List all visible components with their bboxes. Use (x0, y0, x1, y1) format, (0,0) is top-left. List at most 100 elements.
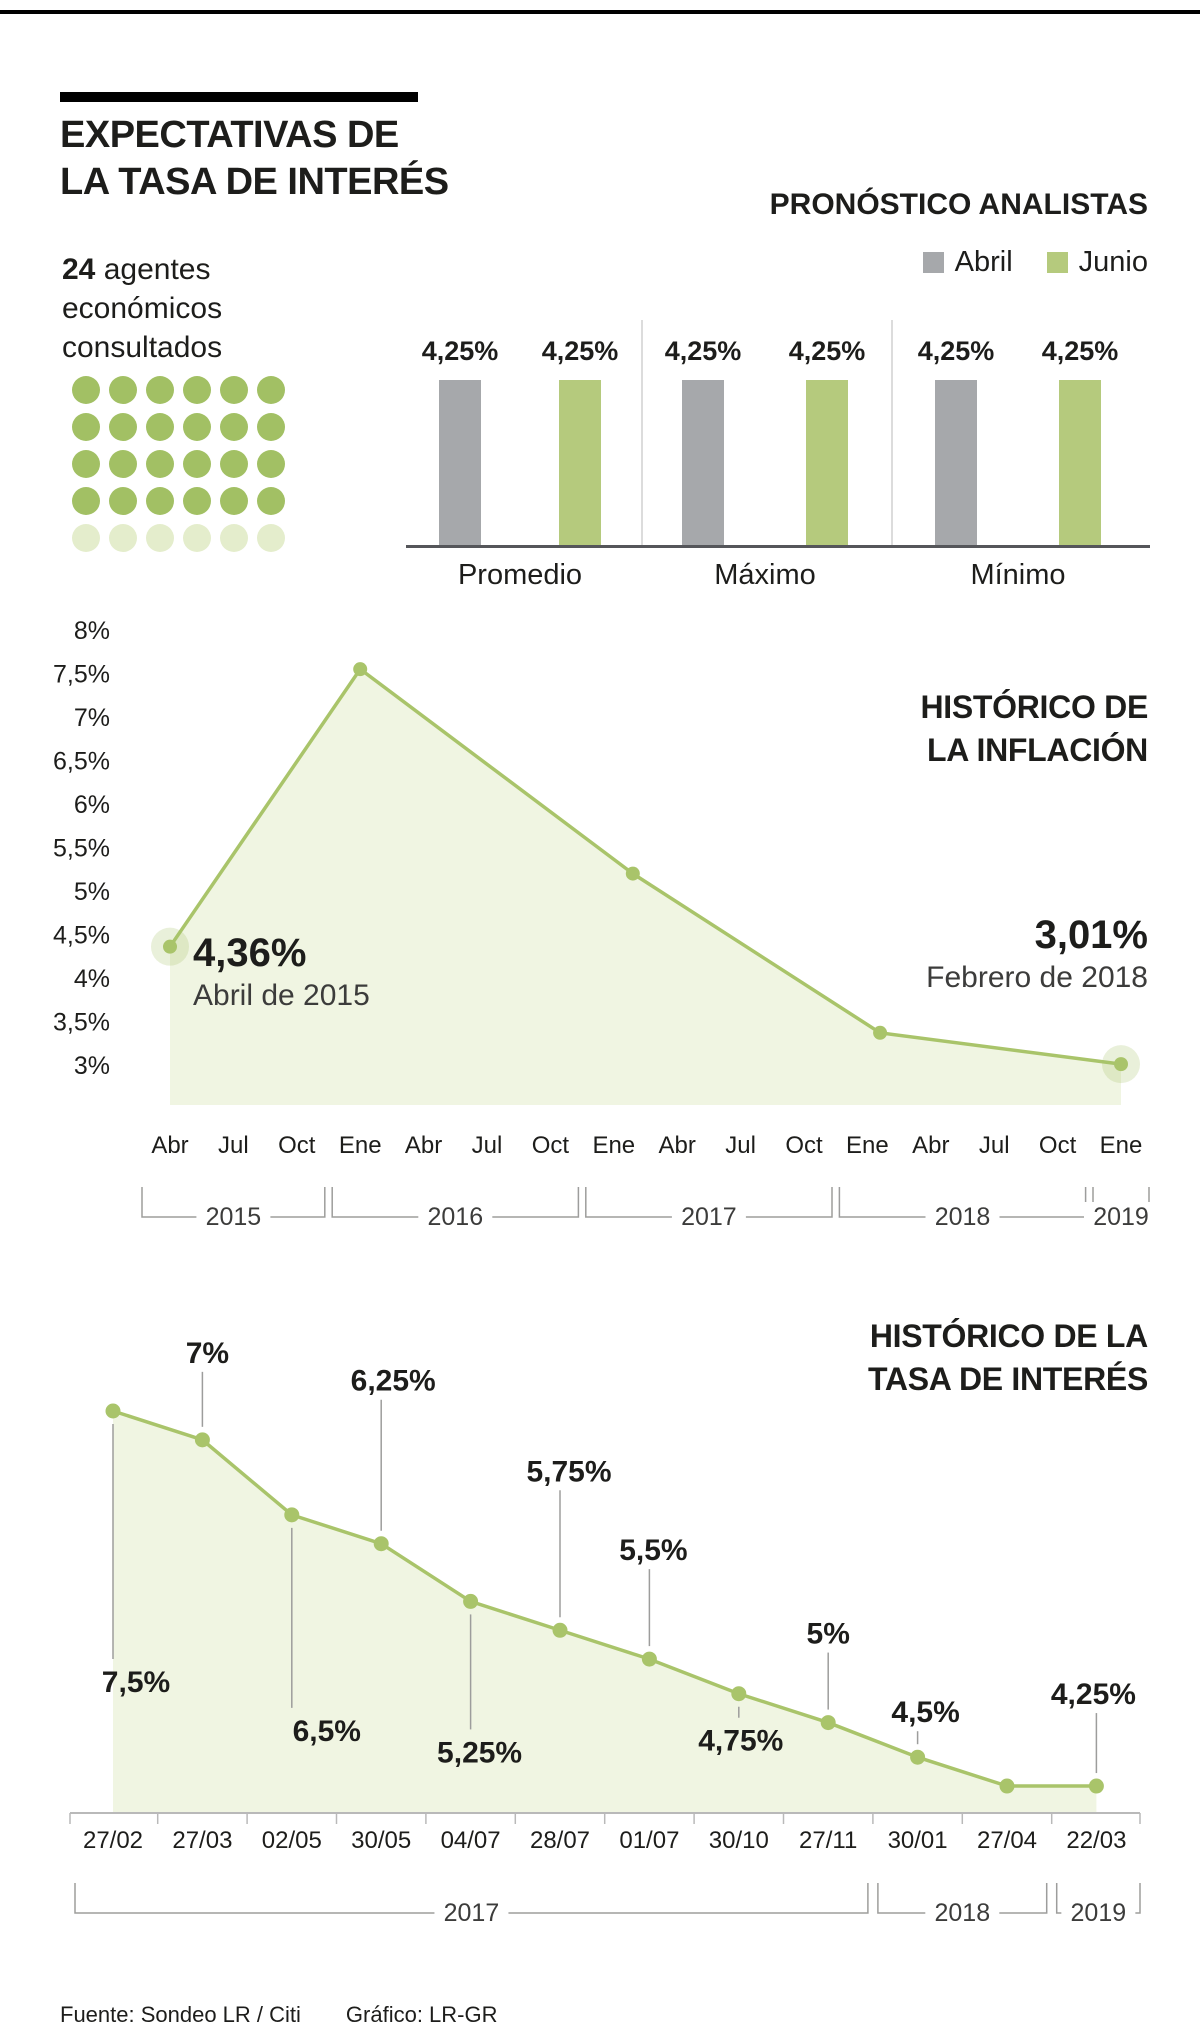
month-label: Ene (592, 1132, 635, 1159)
rate-title-line2: TASA DE INTERÉS (868, 1361, 1148, 1397)
month-label: Oct (785, 1132, 823, 1159)
annotation-caption: Febrero de 2018 (926, 961, 1148, 994)
date-label: 30/05 (351, 1827, 411, 1854)
data-point (105, 1403, 121, 1419)
data-point (463, 1593, 479, 1609)
data-point (1114, 1057, 1128, 1072)
graphic-credit: Gráfico: LR-GR (345, 2002, 498, 2027)
year-label-bg (671, 1202, 746, 1232)
agent-dot (72, 524, 100, 552)
year-label: 2018 (935, 1203, 991, 1231)
rate-area-fill (113, 1411, 1097, 1813)
agent-dot (183, 524, 211, 552)
agent-dot (109, 524, 137, 552)
bar-value-label: 4,25% (541, 336, 619, 366)
rate-callout: 6,5% (293, 1715, 361, 1748)
year-label-bg (196, 1202, 271, 1232)
bar-junio-promedio (559, 380, 601, 545)
legend-swatch-junio (1046, 252, 1068, 273)
rate-callout: 6,25% (351, 1365, 436, 1398)
agents-count: 24 (62, 253, 96, 286)
date-label: 27/03 (172, 1827, 232, 1854)
data-point (284, 1507, 300, 1523)
rate-callout: 5% (807, 1618, 850, 1651)
y-axis-label: 3,5% (53, 1009, 110, 1037)
year-label: 2018 (934, 1899, 990, 1927)
legend-label-abril: Abril (954, 246, 1013, 278)
y-axis-label: 7% (74, 704, 110, 732)
agent-dot (220, 450, 248, 478)
legend-label-junio: Junio (1078, 246, 1148, 278)
agents-line1-rest: agentes (95, 253, 211, 286)
agent-dot (183, 487, 211, 515)
date-label: 30/10 (709, 1827, 769, 1854)
date-label: 27/02 (83, 1827, 143, 1854)
inflation-title-line2: LA INFLACIÓN (927, 732, 1148, 768)
bar-abril-máximo (682, 380, 724, 545)
month-label: Jul (472, 1132, 503, 1159)
inflation-section-title: HISTÓRICO DE LA INFLACIÓN (920, 686, 1148, 772)
agent-dot (146, 450, 174, 478)
data-point (910, 1749, 926, 1765)
annotation-caption: Abril de 2015 (193, 979, 370, 1012)
year-label: 2017 (681, 1203, 737, 1231)
agents-line3: consultados (62, 331, 223, 364)
date-label: 27/04 (977, 1827, 1037, 1854)
agent-dot (109, 450, 137, 478)
data-point (641, 1651, 657, 1667)
rate-line (112, 1409, 1097, 1788)
category-label: Promedio (457, 559, 583, 591)
legend-item-junio: Junio (1046, 246, 1148, 279)
group-divider (641, 320, 643, 545)
y-axis-label: 4,5% (53, 922, 110, 950)
date-label: 04/07 (441, 1827, 501, 1854)
bar-value-label: 4,25% (917, 336, 995, 366)
page-title: EXPECTATIVAS DE LA TASA DE INTERÉS (60, 112, 449, 206)
top-border-rule (0, 10, 1200, 14)
month-label: Ene (1100, 1132, 1143, 1159)
agent-dot (257, 450, 285, 478)
source-credit: Fuente: Sondeo LR / Citi (60, 2002, 301, 2027)
bar-abril-promedio (439, 380, 481, 545)
agent-dot (183, 450, 211, 478)
agent-dot (72, 450, 100, 478)
rate-title-line1: HISTÓRICO DE LA (869, 1318, 1148, 1354)
bar-value-label: 4,25% (421, 336, 499, 366)
rate-callout: 4,25% (1051, 1678, 1136, 1711)
agent-dot (146, 524, 174, 552)
agent-dot (220, 487, 248, 515)
year-label-bg (434, 1898, 509, 1928)
forecast-legend: Abril Junio (922, 246, 1148, 279)
agent-dot (146, 376, 174, 404)
agent-dot (72, 413, 100, 441)
month-label: Ene (339, 1132, 382, 1159)
rate-callout: 7% (186, 1337, 229, 1370)
year-label: 2015 (206, 1203, 262, 1231)
agent-dot (109, 376, 137, 404)
data-point (1088, 1778, 1104, 1794)
y-axis-label: 8% (74, 617, 110, 645)
y-axis-label: 3% (74, 1052, 110, 1080)
data-point (999, 1778, 1015, 1794)
bars-baseline (406, 545, 1150, 548)
year-label-bg (1061, 1898, 1136, 1928)
legend-swatch-abril (922, 252, 944, 273)
month-label: Ene (846, 1132, 889, 1159)
rate-callout: 4,5% (891, 1696, 959, 1729)
bar-junio-mínimo (1059, 380, 1101, 545)
data-point (552, 1622, 568, 1638)
data-point (353, 662, 368, 677)
agent-dot (257, 413, 285, 441)
agent-dot (220, 376, 248, 404)
y-axis-label: 6% (74, 791, 110, 819)
agent-dot (183, 413, 211, 441)
year-label-bg (1084, 1202, 1158, 1232)
agent-dot (72, 376, 100, 404)
rate-callout: 7,5% (102, 1666, 170, 1699)
date-label: 02/05 (262, 1827, 322, 1854)
bar-abril-mínimo (935, 380, 977, 545)
rate-callout: 5,25% (437, 1736, 522, 1769)
date-label: 28/07 (530, 1827, 590, 1854)
data-point (625, 866, 640, 881)
agent-dot (220, 524, 248, 552)
